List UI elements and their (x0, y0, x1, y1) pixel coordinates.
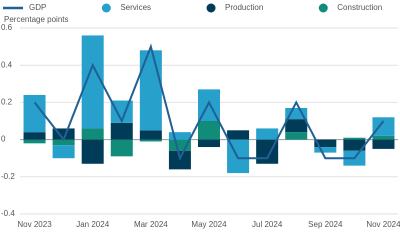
x-tick-label: Nov 2023 (17, 220, 52, 229)
bar-segment (372, 139, 395, 149)
bar-segment (256, 128, 279, 140)
bar-segment (81, 139, 104, 164)
bar-segment (23, 94, 46, 133)
bar-segment (81, 128, 104, 140)
bar-segment (139, 130, 162, 140)
x-tick-label: Jul 2024 (252, 220, 283, 229)
bar-segment (343, 139, 366, 151)
bar-segment (52, 139, 75, 146)
y-tick-label: 0.4 (1, 60, 13, 69)
bar-segment (372, 117, 395, 136)
bar-segment (314, 147, 337, 153)
bar-segment (168, 139, 191, 151)
bar-segment (227, 130, 250, 140)
legend-swatch (101, 3, 111, 13)
y-tick-label: 0.2 (1, 98, 13, 107)
bar-segment (343, 137, 366, 140)
bar-segment (23, 139, 46, 144)
y-tick-label: -0.2 (1, 172, 15, 181)
y-tick-label: 0.6 (1, 23, 13, 32)
y-axis-label: Percentage points (4, 15, 69, 24)
bar-segment (198, 121, 220, 140)
bar-segment (139, 139, 162, 142)
x-tick-label: Sep 2024 (308, 220, 343, 229)
x-tick-label: Jan 2024 (76, 220, 109, 229)
bar-segment (81, 35, 104, 129)
legend-label: GDP (29, 3, 46, 12)
bar-segment (52, 145, 75, 159)
legend-label: Services (120, 3, 151, 12)
bar-segment (198, 139, 220, 148)
x-tick-label: Mar 2024 (134, 220, 168, 229)
y-tick-label: -0.4 (1, 209, 15, 218)
x-tick-label: May 2024 (191, 220, 227, 229)
legend-swatch (206, 3, 216, 13)
legend-swatch (318, 3, 328, 13)
bar-segment (110, 139, 133, 157)
x-tick-label: Nov 2024 (366, 220, 400, 229)
legend-label: Construction (337, 3, 382, 12)
legend-label: Production (225, 3, 263, 12)
bar-segment (110, 122, 133, 140)
bar-segment (168, 132, 191, 140)
bar-segment (314, 139, 337, 148)
bar-segment (52, 128, 75, 140)
bar-segment (23, 132, 46, 140)
bar-segment (285, 132, 308, 140)
bar-segment (139, 50, 162, 131)
gdp-line (33, 43, 385, 161)
bar-segment (285, 119, 308, 133)
bar-segment (285, 107, 308, 120)
bar-segment (372, 135, 395, 140)
y-tick-label: 0 (1, 135, 6, 144)
